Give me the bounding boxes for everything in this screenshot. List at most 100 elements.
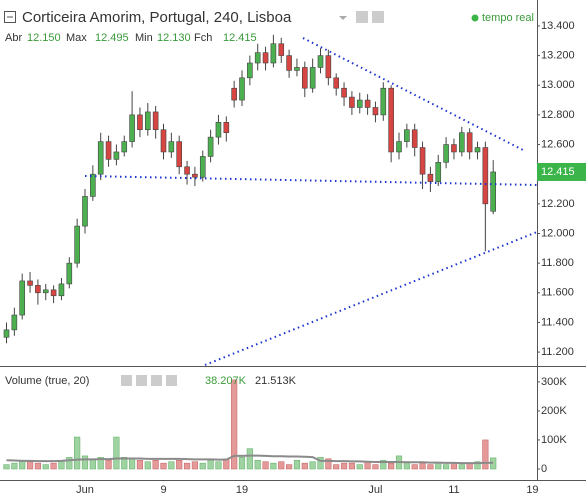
candle-body — [121, 141, 128, 153]
x-tick-label: 9 — [160, 484, 166, 495]
volume-more-button[interactable] — [166, 375, 177, 386]
dropdown-icon[interactable] — [339, 16, 347, 20]
volume-ma-line — [6, 454, 494, 465]
volume-bar — [74, 436, 81, 470]
volume-bar — [50, 462, 57, 470]
volume-bar — [482, 439, 489, 470]
y-tick-label: 12.600 — [541, 138, 575, 150]
settings-button[interactable] — [356, 11, 368, 23]
trend-line — [302, 37, 524, 151]
candle-body — [474, 147, 481, 153]
y-tick-label: 11.600 — [541, 287, 574, 299]
candle-body — [58, 283, 65, 297]
volume-bar — [231, 379, 238, 470]
candle-body — [50, 289, 57, 297]
volume-bar — [144, 461, 151, 470]
candle-body — [160, 129, 167, 153]
candle-body — [192, 173, 198, 178]
candle-body — [294, 67, 300, 71]
volume-bar — [270, 462, 277, 470]
volume-close-button[interactable] — [151, 375, 162, 386]
volume-bar — [364, 461, 371, 470]
candle-body — [388, 87, 394, 153]
candle-body — [278, 43, 285, 56]
x-tick-label: 19 — [236, 484, 248, 495]
volume-bar — [160, 462, 167, 470]
candle-body — [419, 147, 426, 175]
candle-body — [317, 55, 324, 68]
x-tick-label: Jun — [76, 484, 94, 495]
legend-value: 12.130 — [157, 32, 191, 44]
candle-body — [458, 132, 465, 153]
volume-bar — [121, 457, 128, 470]
close-button[interactable] — [372, 11, 384, 23]
candle-body — [223, 122, 230, 133]
volume-bar — [293, 459, 301, 470]
status-text: tempo real — [482, 12, 534, 24]
volume-bar — [285, 464, 293, 470]
candle-body — [451, 144, 457, 153]
volume-bar — [42, 464, 49, 470]
x-tick-label: 19 — [526, 484, 538, 495]
candle-body — [270, 43, 277, 64]
legend-value: 12.150 — [27, 32, 61, 44]
candle-body — [364, 99, 371, 108]
y-tick-label: 100K — [541, 434, 567, 446]
volume-settings-button[interactable] — [136, 375, 147, 386]
candle-body — [42, 289, 49, 294]
volume-bar — [317, 457, 324, 470]
candle-body — [137, 114, 143, 131]
candle-body — [262, 52, 269, 64]
candle-body — [380, 87, 387, 116]
y-tick-label: 11.400 — [541, 316, 574, 328]
volume-bar — [333, 464, 340, 470]
candle-body — [239, 77, 245, 101]
candle-body — [309, 67, 316, 89]
volume-visibility-button[interactable] — [121, 375, 132, 386]
x-tick-label: Jul — [368, 484, 382, 495]
volume-bar — [246, 448, 253, 470]
trend-line — [84, 175, 538, 186]
volume-bar — [309, 461, 316, 470]
volume-bar — [191, 461, 199, 470]
candle-body — [66, 262, 73, 285]
volume-legend-value: 38.207K — [205, 375, 247, 387]
legend-key: Abr — [5, 32, 22, 44]
candle-body — [372, 107, 379, 116]
candle-body — [231, 87, 237, 101]
volume-bar — [388, 462, 395, 470]
volume-legend-value: 21.513K — [255, 375, 297, 387]
candle-body — [145, 111, 151, 131]
volume-bar — [325, 458, 332, 470]
candle-body — [199, 156, 206, 178]
volume-bar — [199, 462, 206, 470]
candle-body — [325, 55, 332, 79]
volume-bar — [26, 461, 34, 470]
marks — [3, 34, 497, 470]
legend-key: Max — [66, 32, 87, 44]
volume-bar — [262, 461, 269, 470]
last-price-badge — [537, 162, 586, 181]
volume-bar — [411, 464, 418, 470]
volume-bar — [3, 464, 10, 470]
volume-bar — [97, 457, 104, 470]
volume-bar — [215, 461, 222, 470]
candle-body — [215, 122, 222, 138]
candle-body — [301, 67, 308, 89]
legend-key: Min — [135, 32, 153, 44]
candle-body — [443, 144, 449, 163]
candle-body — [356, 99, 363, 108]
candle-body — [184, 166, 190, 175]
candle-body — [74, 225, 80, 264]
volume-bar — [105, 459, 112, 470]
volume-bar — [356, 464, 363, 470]
status-dot — [471, 14, 479, 22]
candle-body — [152, 111, 159, 131]
volume-bar — [254, 459, 261, 470]
y-tick-label: 12.800 — [541, 109, 575, 121]
candle-body — [113, 151, 120, 160]
volume-bar — [129, 458, 136, 470]
volume-bar — [458, 464, 465, 470]
volume-bar — [348, 462, 356, 470]
